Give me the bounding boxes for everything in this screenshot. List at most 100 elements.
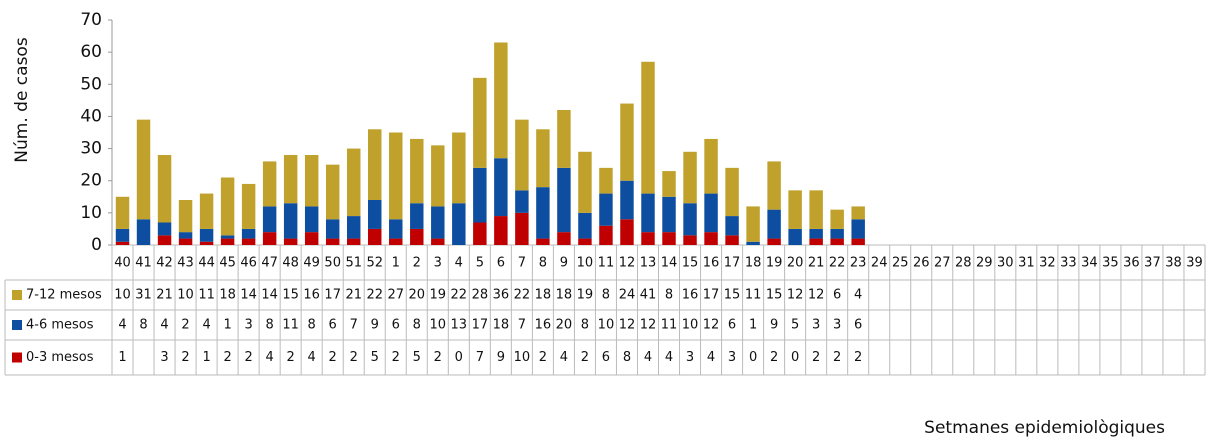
table-value: 10 — [430, 318, 447, 333]
bar-segment — [536, 238, 550, 245]
bar-segment — [662, 196, 676, 233]
table-value: 14 — [240, 288, 257, 303]
bar-segment — [683, 203, 697, 236]
bar-segment — [325, 219, 340, 239]
table-value: 3 — [686, 350, 694, 365]
bar-segment — [452, 203, 466, 245]
bar-segment — [620, 103, 634, 181]
bar-segment — [746, 206, 760, 242]
x-tick-label: 18 — [745, 256, 762, 271]
table-value: 22 — [514, 288, 531, 303]
x-tick-label: 7 — [518, 256, 526, 271]
table-value: 19 — [577, 288, 594, 303]
x-tick-label: 46 — [240, 256, 257, 271]
bar-segment — [830, 238, 844, 245]
table-value: 3 — [833, 318, 841, 333]
bar-segment — [262, 232, 277, 245]
x-tick-label: 23 — [850, 256, 867, 271]
table-value: 10 — [514, 350, 531, 365]
x-tick-label: 28 — [955, 256, 972, 271]
bar-segment — [473, 77, 487, 168]
x-tick-label: 25 — [892, 256, 909, 271]
x-tick-label: 22 — [829, 256, 846, 271]
x-tick-label: 13 — [640, 256, 657, 271]
x-tick-label: 24 — [871, 256, 888, 271]
table-value: 36 — [493, 288, 510, 303]
bar-segment — [725, 235, 739, 245]
y-tick-label: 40 — [80, 106, 102, 126]
bar-segment — [325, 164, 340, 220]
table-value: 15 — [724, 288, 741, 303]
y-tick-label: 10 — [80, 203, 102, 223]
bar-segment — [704, 138, 718, 194]
table-value: 21 — [345, 288, 362, 303]
table-value: 2 — [539, 350, 547, 365]
y-tick-label: 70 — [80, 10, 102, 30]
bar-segment — [515, 119, 529, 191]
table-value: 8 — [602, 288, 610, 303]
table-value: 2 — [329, 350, 337, 365]
table-value: 8 — [308, 318, 316, 333]
bar-segment — [620, 180, 634, 220]
bar-segment — [262, 161, 277, 207]
bar-segment — [157, 222, 172, 236]
table-value: 20 — [409, 288, 426, 303]
table-value: 4 — [644, 350, 652, 365]
legend-swatch — [12, 290, 22, 300]
legend-swatch — [12, 352, 22, 363]
bar-segment — [410, 228, 424, 245]
x-tick-label: 37 — [1144, 256, 1161, 271]
bar-segment — [283, 238, 298, 245]
table-value: 17 — [324, 288, 341, 303]
table-value: 4 — [118, 318, 126, 333]
bar-segment — [683, 151, 697, 204]
table-value: 11 — [661, 318, 678, 333]
table-value: 4 — [665, 350, 673, 365]
table-value: 1 — [202, 350, 210, 365]
bar-segment — [704, 193, 718, 233]
table-value: 0 — [455, 350, 463, 365]
x-tick-label: 52 — [366, 256, 383, 271]
table-value: 2 — [244, 350, 252, 365]
table-value: 20 — [556, 318, 573, 333]
table-value: 10 — [682, 318, 699, 333]
bar-segment — [431, 145, 445, 207]
x-tick-label: 33 — [1060, 256, 1077, 271]
table-value: 8 — [413, 318, 421, 333]
table-value: 18 — [493, 318, 510, 333]
table-value: 18 — [219, 288, 236, 303]
bar-segment — [494, 158, 508, 217]
table-value: 9 — [497, 350, 505, 365]
x-tick-label: 1 — [392, 256, 400, 271]
table-value: 16 — [303, 288, 320, 303]
legend-label: 0-3 mesos — [26, 350, 94, 365]
table-value: 3 — [728, 350, 736, 365]
bar-segment — [431, 238, 445, 245]
bar-segment — [599, 225, 613, 245]
x-tick-label: 2 — [413, 256, 421, 271]
x-tick-label: 20 — [787, 256, 804, 271]
table-value: 9 — [371, 318, 379, 333]
x-tick-label: 50 — [324, 256, 341, 271]
table-value: 11 — [198, 288, 215, 303]
y-tick-label: 60 — [80, 42, 102, 62]
bar-segment — [199, 193, 214, 229]
table-value: 21 — [156, 288, 173, 303]
bar-segment — [746, 241, 760, 245]
bar-segment — [851, 219, 865, 239]
table-value: 13 — [451, 318, 468, 333]
bar-segment — [557, 232, 571, 245]
bar-segment — [515, 212, 529, 245]
table-value: 28 — [472, 288, 489, 303]
bar-segment — [725, 167, 739, 217]
table-value: 2 — [287, 350, 295, 365]
table-value: 2 — [223, 350, 231, 365]
table-value: 2 — [350, 350, 358, 365]
table-value: 22 — [451, 288, 468, 303]
bar-segment — [557, 167, 571, 233]
bar-segment — [662, 232, 676, 245]
bar-segment — [178, 200, 193, 233]
bar-segment — [536, 187, 550, 239]
bar-segment — [199, 241, 214, 245]
table-value: 18 — [535, 288, 552, 303]
